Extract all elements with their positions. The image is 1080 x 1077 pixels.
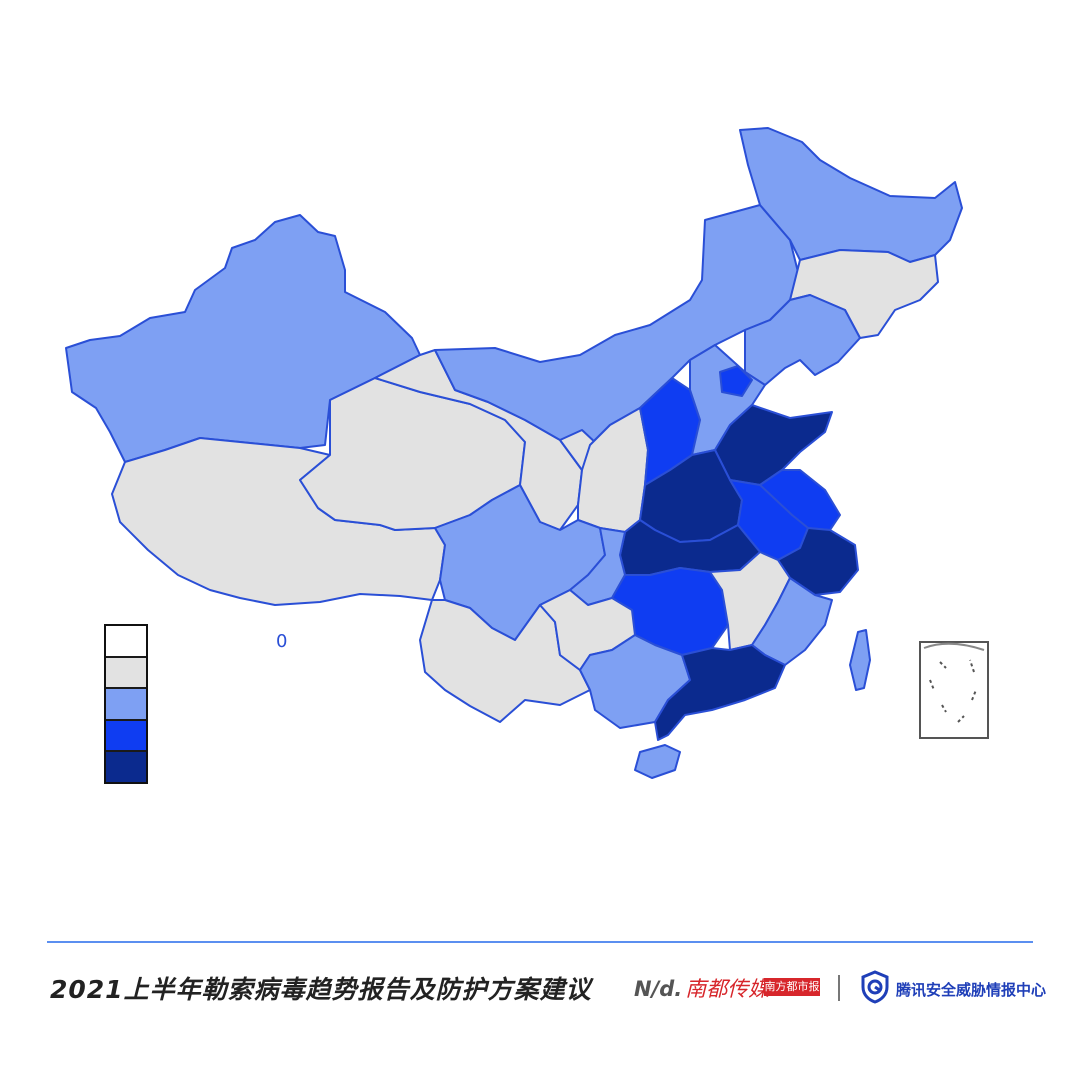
report-title: 2021上半年勒索病毒趋势报告及防护方案建议 [50, 975, 592, 1004]
legend-swatch-level2 [106, 655, 146, 688]
map-legend [104, 624, 148, 784]
logo-separator [838, 975, 840, 1001]
tencent-security-shield-icon [861, 970, 889, 1004]
nd-mark: N/d. [634, 977, 683, 1001]
south-china-sea-inset [919, 641, 989, 739]
nandu-media-logo: N/d. 南都传媒 [634, 973, 769, 1003]
region-heilongjiang [739, 127, 963, 263]
tencent-threat-intel-center: 腾讯安全威胁情报中心 [896, 981, 1047, 999]
footer-divider [47, 941, 1033, 943]
region-hainan [634, 744, 681, 779]
small-island-label: 0 [276, 631, 287, 652]
legend-swatch-level3 [106, 687, 146, 719]
region-beijing [719, 365, 753, 397]
nd-name: 南都传媒 [685, 977, 770, 1001]
region-taiwan [849, 629, 871, 691]
china-choropleth-map: 0 [65, 127, 989, 779]
legend-swatch-level1 [106, 626, 146, 656]
region-guangdong [654, 644, 786, 741]
nanfang-dushibao-badge: 南方都市报 [764, 978, 820, 996]
legend-swatch-level5 [106, 750, 146, 782]
legend-swatch-level4 [106, 718, 146, 751]
